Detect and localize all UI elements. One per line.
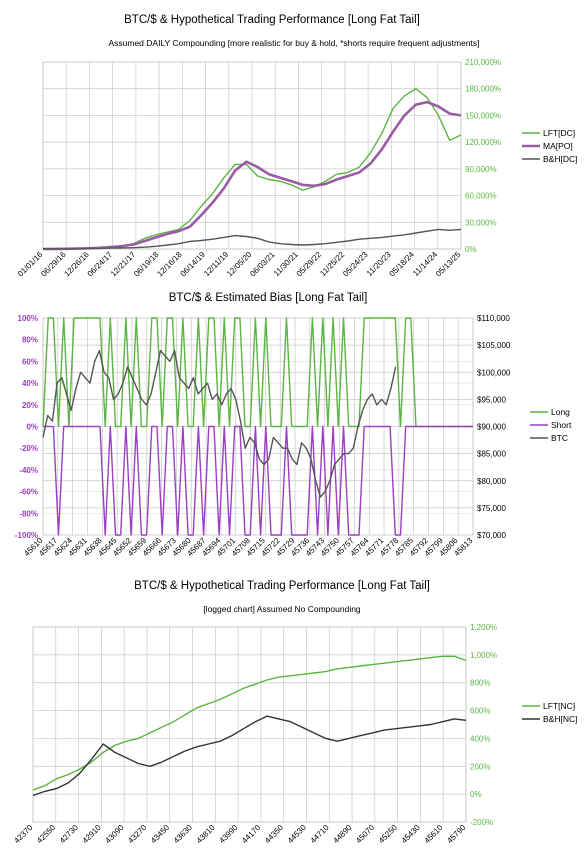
series-line-long (42, 317, 473, 428)
y-tick-label: $70,000 (477, 531, 506, 540)
y-tick-label: $85,000 (477, 450, 506, 459)
x-tick-label: 44350 (263, 823, 285, 845)
chart-subtitle: [logged chart] Assumed No Compounding (203, 604, 361, 614)
legend-label: LFT[NC] (543, 701, 575, 711)
chart-subtitle: Assumed DAILY Compounding [more realisti… (108, 38, 479, 48)
y-tick-label: 600% (470, 707, 490, 716)
x-tick-label: 42550 (35, 823, 57, 845)
x-tick-label: 44170 (240, 823, 262, 845)
legend-label: Long (551, 407, 570, 417)
x-tick-label: 05/29/22 (295, 250, 324, 279)
series-line-b-h-dc- (42, 228, 462, 250)
x-tick-label: 43990 (217, 823, 239, 845)
series-line-lft-nc- (32, 655, 467, 791)
x-tick-label: 05/13/25 (434, 250, 463, 279)
y-tick-label: 90,000% (465, 165, 497, 174)
legend-label: Short (551, 420, 572, 430)
y-tick-label: $90,000 (477, 423, 506, 432)
series-line-b-h-nc- (32, 715, 467, 797)
y-tick-label: 200% (470, 762, 490, 771)
chart-estimated-bias: BTC/$ & Estimated Bias [Long Fat Tail] $… (15, 292, 572, 558)
y-tick-label: $100,000 (477, 368, 511, 377)
chart-performance-no-compounding: BTC/$ & Hypothetical Trading Performance… (12, 580, 577, 845)
y-tick-label: -200% (470, 818, 493, 827)
x-tick-label: 05/24/23 (341, 250, 370, 279)
y-tick-label: 800% (470, 679, 490, 688)
x-tick-label: 43810 (195, 823, 217, 845)
x-tick-label: 06/03/21 (248, 250, 277, 279)
y-left-tick-label: -100% (15, 531, 38, 540)
legend-label: MA[PO] (543, 141, 573, 151)
y-tick-label: 0% (470, 790, 482, 799)
chart-performance-daily: BTC/$ & Hypothetical Trading Performance… (16, 14, 577, 278)
legend-label: BTC (551, 433, 568, 443)
chart-title: BTC/$ & Hypothetical Trading Performance… (124, 14, 420, 26)
x-tick-label: 45250 (377, 823, 399, 845)
x-tick-label: 06/14/19 (179, 250, 208, 279)
y-tick-label: $80,000 (477, 477, 506, 486)
y-left-tick-label: 100% (18, 314, 38, 323)
x-tick-label: 42370 (12, 823, 34, 845)
x-tick-label: 45610 (423, 823, 445, 845)
y-left-tick-label: -40% (19, 466, 38, 475)
y-tick-label: 0% (465, 245, 477, 254)
x-tick-label: 43450 (149, 823, 171, 845)
y-tick-label: $110,000 (477, 314, 510, 323)
legend-label: B&H[DC] (543, 154, 577, 164)
x-tick-label: 45790 (445, 823, 467, 845)
x-tick-label: 43630 (172, 823, 194, 845)
x-tick-label: 05/18/24 (388, 250, 417, 279)
y-tick-label: 400% (470, 734, 490, 743)
y-tick-label: 120,000% (465, 138, 501, 147)
y-left-tick-label: 0% (26, 423, 38, 432)
x-tick-label: 43090 (103, 823, 125, 845)
y-left-tick-label: -80% (19, 509, 38, 518)
chart-title: BTC/$ & Hypothetical Trading Performance… (134, 580, 430, 592)
chart-title: BTC/$ & Estimated Bias [Long Fat Tail] (169, 292, 368, 304)
y-tick-label: 180,000% (465, 85, 501, 94)
y-tick-label: 210,000% (465, 58, 501, 67)
legend-label: B&H[NC] (543, 714, 577, 724)
y-tick-label: 1,200% (470, 623, 497, 632)
y-tick-label: 30,000% (465, 218, 497, 227)
y-left-tick-label: 20% (22, 401, 38, 410)
y-left-tick-label: -20% (19, 444, 38, 453)
y-left-tick-label: 60% (22, 357, 38, 366)
x-tick-label: 44530 (286, 823, 308, 845)
y-tick-label: 1,000% (470, 651, 497, 660)
x-tick-label: 42910 (81, 823, 103, 845)
series-line-btc (42, 349, 397, 498)
series-line-ma-po- (42, 100, 462, 251)
x-tick-label: 42730 (58, 823, 80, 845)
y-tick-label: $105,000 (477, 341, 511, 350)
legend-label: LFT[DC] (543, 128, 575, 138)
x-tick-label: 45430 (400, 823, 422, 845)
y-left-tick-label: 80% (22, 336, 38, 345)
x-tick-label: 45070 (354, 823, 376, 845)
y-tick-label: 60,000% (465, 192, 497, 201)
y-tick-label: $75,000 (477, 504, 506, 513)
y-left-tick-label: 40% (22, 379, 38, 388)
y-tick-label: $95,000 (477, 395, 506, 404)
x-tick-label: 44710 (309, 823, 331, 845)
x-tick-label: 43270 (126, 823, 148, 845)
series-line-short (43, 425, 473, 536)
x-tick-label: 44890 (331, 823, 353, 845)
y-left-tick-label: -60% (19, 488, 38, 497)
y-tick-label: 150,000% (465, 111, 501, 120)
